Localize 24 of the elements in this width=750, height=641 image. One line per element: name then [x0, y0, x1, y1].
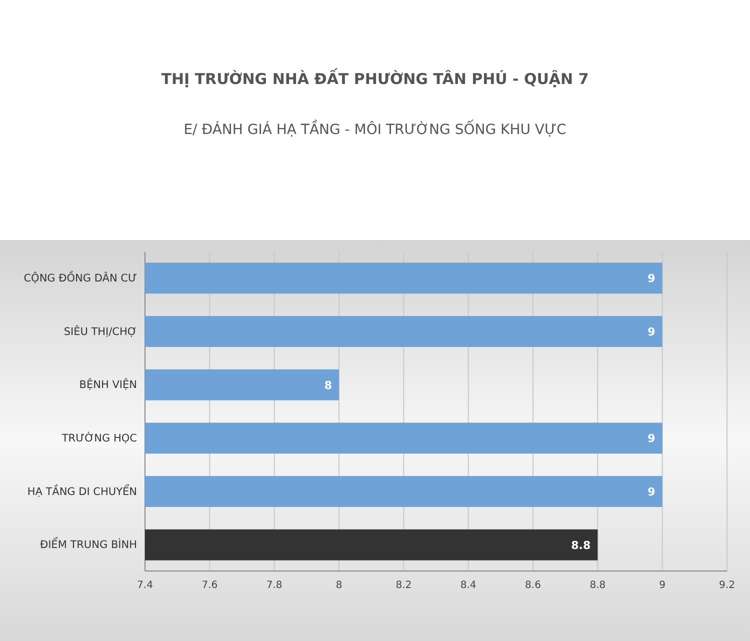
x-tick-label: 7.6: [202, 580, 218, 592]
x-tick-label: 9: [659, 580, 666, 592]
y-tick-label: BỆNH VIỆN: [79, 378, 137, 392]
y-tick-label: HẠ TẦNG DI CHUYỂN: [27, 484, 137, 498]
x-tick-label: 8.8: [590, 580, 606, 592]
data-label: 9: [648, 325, 656, 338]
y-tick-label: TRƯỜNG HỌC: [60, 432, 137, 445]
data-label: 9: [648, 486, 656, 499]
data-label: 9: [648, 432, 656, 446]
data-label: 9: [648, 272, 656, 286]
data-label: 8.8: [571, 538, 591, 552]
y-tick-label: CỘNG ĐỒNG DÂN CƯ: [24, 270, 137, 284]
x-tick-label: 8.6: [525, 580, 541, 592]
x-tick-label: 8: [336, 580, 342, 592]
chart-title: THỊ TRƯỜNG NHÀ ĐẤT PHƯỜNG TÂN PHÚ - QUẬN 7: [161, 68, 589, 88]
x-tick-label: 7.8: [266, 580, 282, 592]
y-tick-label: SIÊU THỊ/CHỢ: [64, 324, 137, 338]
data-label: 8: [324, 378, 332, 392]
x-tick-label: 9.2: [719, 580, 735, 592]
chart-subtitle: E/ ĐÁNH GIÁ HẠ TẦNG - MÔI TRƯỜNG SỐNG KHU VỰC: [184, 119, 567, 138]
x-tick-label: 7.4: [137, 580, 153, 592]
x-tick-label: 8.2: [396, 580, 412, 592]
x-tick-label: 8.4: [460, 580, 476, 592]
y-tick-label: ĐIỂM TRUNG BÌNH: [40, 537, 137, 552]
